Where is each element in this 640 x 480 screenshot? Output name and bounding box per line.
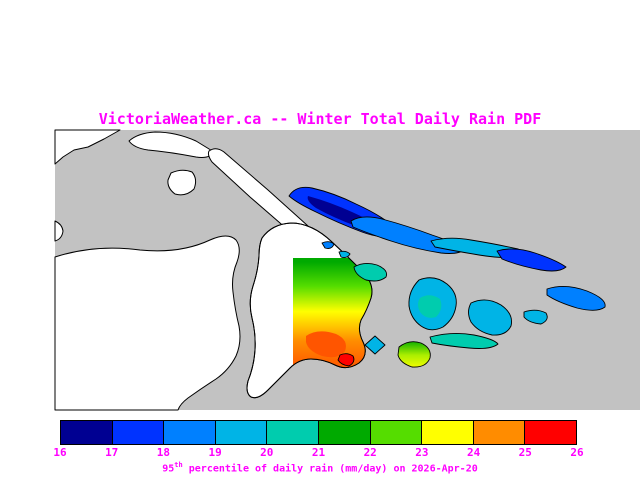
colorbar-tick-label: 16 (53, 446, 67, 459)
island-green-yellow (397, 341, 431, 368)
colorbar-tick-label: 25 (518, 446, 532, 459)
colorbar-segment (61, 421, 113, 444)
islet-teal-1 (353, 262, 388, 282)
colorbar-caption: 95th percentile of daily rain (mm/day) o… (0, 461, 640, 474)
colorbar-segment (473, 421, 526, 444)
coastline-northwest (54, 129, 121, 165)
caption-text-right: percentile of daily rain (mm/day) on 202… (182, 463, 478, 475)
san-juan-island-1-core (418, 295, 442, 318)
gulf-island-blue-4 (496, 248, 567, 272)
rain-hotspot-orange (306, 331, 346, 358)
colorbar-segment (318, 421, 371, 444)
colorbar-swatches (60, 420, 577, 445)
caption-superscript: th (174, 461, 183, 469)
colorbar-tick-label: 19 (208, 446, 222, 459)
colorbar-tick-label: 23 (415, 446, 429, 459)
island-east-blue (546, 286, 606, 311)
colorbar: 16 17 18 19 20 21 22 23 24 25 26 (53, 420, 584, 460)
colorbar-segment (370, 421, 423, 444)
colorbar-tick-label: 21 (311, 446, 326, 459)
coast-fragment-west (54, 220, 64, 242)
colorbar-segment (525, 421, 576, 444)
figure-title: VictoriaWeather.ca -- Winter Total Daily… (98, 110, 542, 128)
island-thin-cyan (429, 332, 499, 349)
colorbar-tick-label: 26 (570, 446, 584, 459)
colorbar-segment (164, 421, 216, 444)
islet-red (337, 353, 355, 367)
colorbar-segment (422, 421, 474, 444)
islet-cyan-diamond (364, 335, 386, 355)
vancouver-island-landmass (54, 235, 241, 411)
islet-blue-1 (321, 241, 335, 249)
colorbar-tick-label: 24 (466, 446, 481, 459)
colorbar-tick-label: 17 (105, 446, 119, 459)
colorbar-segment (112, 421, 165, 444)
colorbar-segment (215, 421, 268, 444)
colorbar-tick-labels: 16 17 18 19 20 21 22 23 24 25 26 (53, 446, 583, 460)
island-north-2 (167, 169, 197, 196)
islet-blue-2 (338, 250, 351, 259)
colorbar-tick-label: 18 (156, 446, 171, 459)
islet-east-cyan (523, 309, 548, 325)
caption-text-left: 95 (162, 463, 175, 475)
colorbar-segment (267, 421, 319, 444)
colorbar-tick-label: 20 (260, 446, 274, 459)
colorbar-tick-label: 22 (363, 446, 377, 459)
san-juan-island-2 (468, 299, 512, 336)
